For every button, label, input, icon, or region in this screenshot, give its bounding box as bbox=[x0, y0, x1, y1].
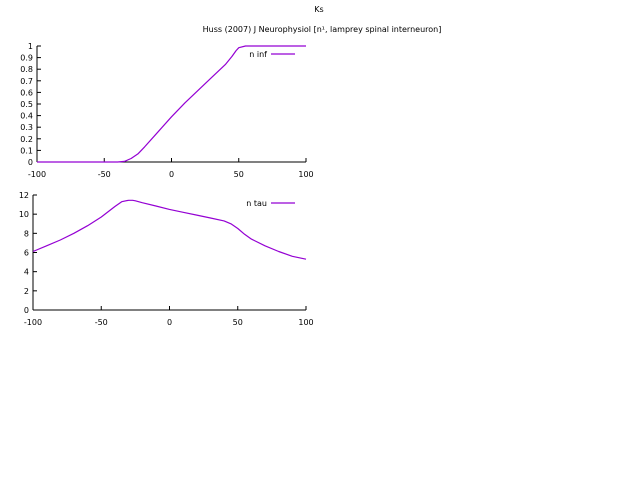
y-tick-label: 0.2 bbox=[20, 135, 33, 144]
x-tick-label: -100 bbox=[28, 170, 46, 179]
legend-label: n inf bbox=[249, 50, 267, 59]
y-tick-label: 0.3 bbox=[20, 123, 33, 132]
y-tick-label: 1 bbox=[28, 42, 33, 51]
figure-title: Ks bbox=[314, 5, 323, 14]
figure-subtitle: Huss (2007) J Neurophysiol [n¹, lamprey … bbox=[203, 25, 442, 34]
y-tick-label: 10 bbox=[19, 210, 29, 219]
x-tick-label: 50 bbox=[234, 170, 244, 179]
y-tick-label: 0.4 bbox=[20, 112, 33, 121]
legend-label: n tau bbox=[246, 199, 267, 208]
y-tick-label: 6 bbox=[24, 249, 29, 258]
y-tick-label: 0.7 bbox=[20, 77, 33, 86]
y-tick-label: 8 bbox=[24, 229, 29, 238]
x-tick-label: 0 bbox=[169, 170, 174, 179]
n-tau-plot: 0 2 4 6 8 10 12 -100 -50 0 50 100 n tau bbox=[19, 191, 314, 327]
x-tick-label: 50 bbox=[233, 318, 243, 327]
y-tick-label: 0.9 bbox=[20, 54, 33, 63]
x-tick-label: 100 bbox=[298, 318, 313, 327]
x-tick-label: -50 bbox=[95, 318, 108, 327]
y-tick-label: 0.1 bbox=[20, 146, 33, 155]
y-tick-label: 4 bbox=[24, 268, 29, 277]
y-tick-label: 0.8 bbox=[20, 65, 33, 74]
y-tick-label: 0 bbox=[24, 306, 29, 315]
y-tick-label: 0.5 bbox=[20, 100, 33, 109]
x-tick-label: -50 bbox=[98, 170, 111, 179]
series-line bbox=[37, 45, 306, 163]
y-tick-label: 0.6 bbox=[20, 88, 33, 97]
series-line bbox=[32, 199, 307, 260]
x-tick-label: 0 bbox=[167, 318, 172, 327]
x-tick-label: 100 bbox=[298, 170, 313, 179]
x-tick-label: -100 bbox=[24, 318, 42, 327]
y-tick-label: 12 bbox=[19, 191, 29, 200]
y-tick-label: 0 bbox=[28, 158, 33, 167]
n-inf-plot: 0 0.1 0.2 0.3 0.4 0.5 0.6 0.7 0.8 0.9 1 -100 -50 0 50 1… bbox=[20, 42, 313, 179]
y-tick-label: 2 bbox=[24, 287, 29, 296]
